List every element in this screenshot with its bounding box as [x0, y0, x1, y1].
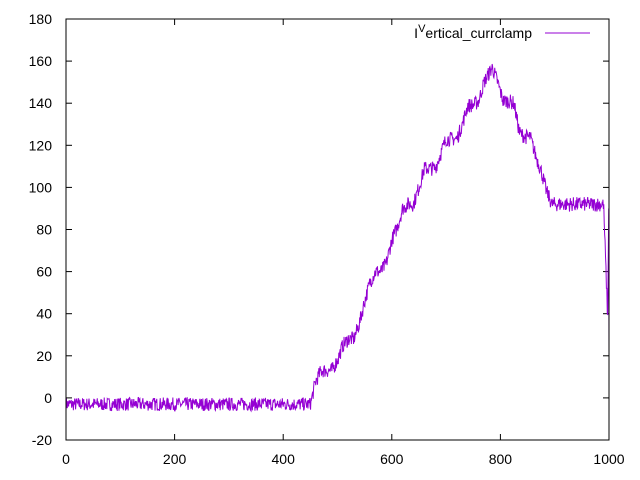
x-tick-label: 800 [489, 451, 513, 467]
plot-area [65, 18, 610, 441]
plot-frame [65, 18, 610, 441]
x-tick-label: 400 [272, 451, 296, 467]
legend-rest: ertical_currclamp [425, 25, 532, 41]
x-tick-label: 200 [163, 451, 187, 467]
legend-prefix: I [414, 25, 418, 41]
axis-ticks [65, 18, 610, 441]
legend-superscript: V [418, 23, 426, 35]
x-tick-label: 1000 [593, 451, 624, 467]
legend-label: IVertical_currclamp [414, 23, 532, 41]
y-tick-label: 40 [36, 306, 52, 322]
y-tick-label: 100 [29, 179, 53, 195]
series-line [65, 63, 610, 413]
y-tick-label: 80 [36, 222, 52, 238]
y-tick-label: 0 [44, 390, 52, 406]
y-tick-label: 180 [29, 11, 53, 27]
y-tick-label: -20 [32, 432, 52, 448]
y-tick-label: 20 [36, 348, 52, 364]
x-tick-label: 600 [380, 451, 404, 467]
x-tick-label: 0 [62, 451, 70, 467]
y-tick-label: 160 [29, 53, 53, 69]
y-tick-label: 60 [36, 264, 52, 280]
tick-labels: 0 200 400 600 800 100018016014012010080604020… [29, 11, 625, 467]
legend: IVertical_currclamp [414, 23, 590, 41]
y-tick-label: 140 [29, 95, 53, 111]
y-tick-label: 120 [29, 137, 53, 153]
